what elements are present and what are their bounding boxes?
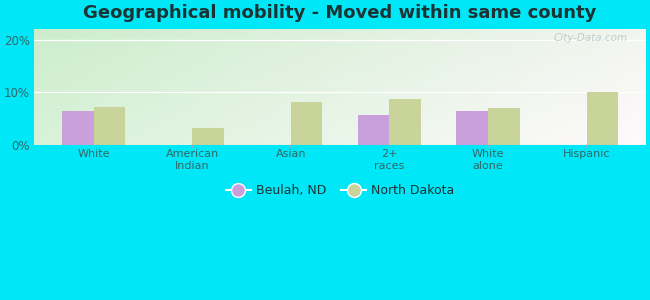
Bar: [488, 108, 519, 145]
Bar: [389, 99, 421, 145]
Bar: [94, 107, 125, 145]
Bar: [456, 111, 488, 145]
Bar: [192, 128, 224, 145]
Bar: [62, 111, 94, 145]
Bar: [358, 115, 389, 145]
Legend: Beulah, ND, North Dakota: Beulah, ND, North Dakota: [221, 179, 460, 203]
Bar: [291, 102, 322, 145]
Bar: [587, 92, 618, 145]
Title: Geographical mobility - Moved within same county: Geographical mobility - Moved within sam…: [83, 4, 597, 22]
Text: City-Data.com: City-Data.com: [553, 33, 627, 43]
